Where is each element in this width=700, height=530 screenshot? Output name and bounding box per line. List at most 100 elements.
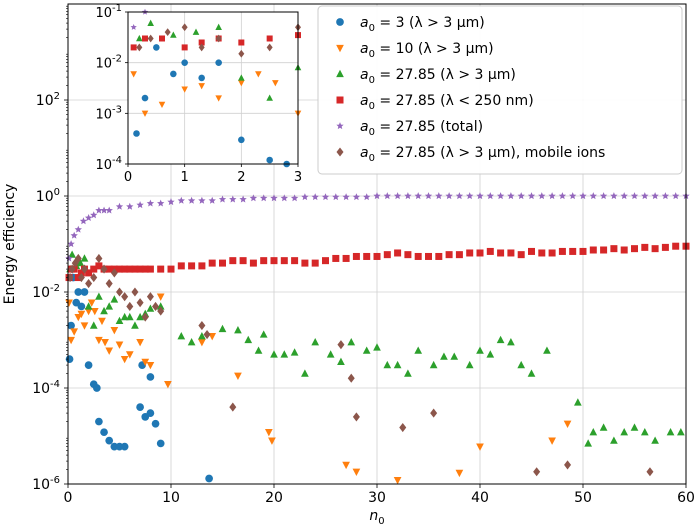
data-point xyxy=(579,247,587,255)
data-point xyxy=(65,254,73,262)
data-point xyxy=(136,265,144,273)
inset-data-point xyxy=(238,74,245,81)
data-point xyxy=(136,339,144,347)
x-tick-label: 40 xyxy=(471,490,489,506)
data-point xyxy=(79,217,88,225)
inset-y-tick-label: 10-3 xyxy=(95,104,122,122)
inset-data-point xyxy=(181,86,188,93)
data-point xyxy=(80,264,88,274)
data-point xyxy=(321,193,330,201)
x-tick-label: 20 xyxy=(265,490,283,506)
data-point xyxy=(270,194,278,202)
data-point xyxy=(429,360,438,369)
data-point xyxy=(640,427,649,436)
data-point xyxy=(219,259,226,267)
data-point xyxy=(110,268,118,278)
data-point xyxy=(167,265,175,273)
data-point xyxy=(337,340,345,350)
data-point xyxy=(141,312,149,322)
data-point xyxy=(393,477,402,485)
data-point xyxy=(68,250,76,258)
data-point xyxy=(100,428,108,437)
data-point xyxy=(198,196,206,204)
data-point xyxy=(569,192,577,200)
data-point xyxy=(641,192,649,200)
data-point xyxy=(326,350,335,358)
data-point xyxy=(564,460,572,470)
data-point xyxy=(249,194,258,202)
data-point xyxy=(455,469,464,478)
legend-label: a0 = 27.85 (λ < 250 nm) xyxy=(360,93,534,112)
data-point xyxy=(239,257,247,265)
legend-entry: a0 = 3 (λ > 3 μm) xyxy=(336,15,485,34)
data-point xyxy=(90,211,98,219)
data-point xyxy=(651,192,659,200)
inset-data-point xyxy=(238,80,245,87)
data-point xyxy=(125,351,134,359)
inset-x-tick-label: 2 xyxy=(237,170,245,185)
inset-data-point xyxy=(181,59,188,66)
data-point xyxy=(131,321,139,329)
data-point xyxy=(383,251,391,259)
data-point xyxy=(548,437,556,445)
data-point xyxy=(229,402,237,412)
data-point xyxy=(131,287,139,297)
data-point xyxy=(661,192,670,200)
data-point xyxy=(105,278,113,289)
data-point xyxy=(187,337,196,346)
data-point xyxy=(425,252,432,260)
inset-data-point xyxy=(272,80,279,87)
data-point xyxy=(115,202,124,210)
data-point xyxy=(146,199,155,207)
x-tick-label: 50 xyxy=(574,490,592,506)
data-point xyxy=(465,360,474,369)
data-point xyxy=(414,192,422,200)
data-point xyxy=(383,192,391,200)
legend: a0 = 3 (λ > 3 μm) a0 = 10 (λ > 3 μm) a0 = … xyxy=(317,5,683,175)
inset-y-tick-label: 10-1 xyxy=(95,3,122,21)
data-point xyxy=(100,306,108,315)
y-tick-label: 102 xyxy=(36,91,60,109)
data-point xyxy=(548,192,556,200)
data-point xyxy=(126,265,134,273)
data-point xyxy=(399,422,407,433)
series-a0-10-3-m xyxy=(65,293,572,485)
data-point xyxy=(301,193,309,201)
legend-entry: a0 = 27.85 (λ < 250 nm) xyxy=(336,93,534,112)
data-point xyxy=(646,467,654,477)
data-point xyxy=(517,360,526,369)
data-point xyxy=(146,304,155,312)
x-tick-label: 60 xyxy=(677,490,695,506)
data-point xyxy=(259,330,268,338)
data-point xyxy=(95,253,103,263)
inset-data-point xyxy=(181,44,188,51)
legend-entry: a0 = 10 (λ > 3 μm) xyxy=(336,41,494,60)
data-point xyxy=(198,321,206,331)
data-point xyxy=(486,192,494,200)
data-point xyxy=(265,429,273,437)
data-point xyxy=(507,337,515,346)
data-point xyxy=(476,346,484,354)
data-point xyxy=(87,299,96,307)
data-point xyxy=(630,192,639,200)
data-point xyxy=(383,360,392,369)
data-point xyxy=(445,192,453,200)
y-tick-label: 10-2 xyxy=(32,283,60,301)
data-point xyxy=(126,301,134,311)
data-point xyxy=(208,196,216,204)
data-point xyxy=(342,254,350,262)
data-point xyxy=(352,412,360,422)
data-point xyxy=(77,273,85,283)
data-point xyxy=(445,251,453,259)
data-point xyxy=(600,246,608,254)
data-point xyxy=(67,321,75,330)
inset-background xyxy=(128,12,298,164)
data-point xyxy=(89,321,98,329)
data-point xyxy=(157,306,165,316)
data-point xyxy=(74,288,83,296)
data-point xyxy=(121,292,129,302)
data-point xyxy=(455,192,464,200)
data-point xyxy=(95,206,103,214)
data-point xyxy=(105,302,114,310)
